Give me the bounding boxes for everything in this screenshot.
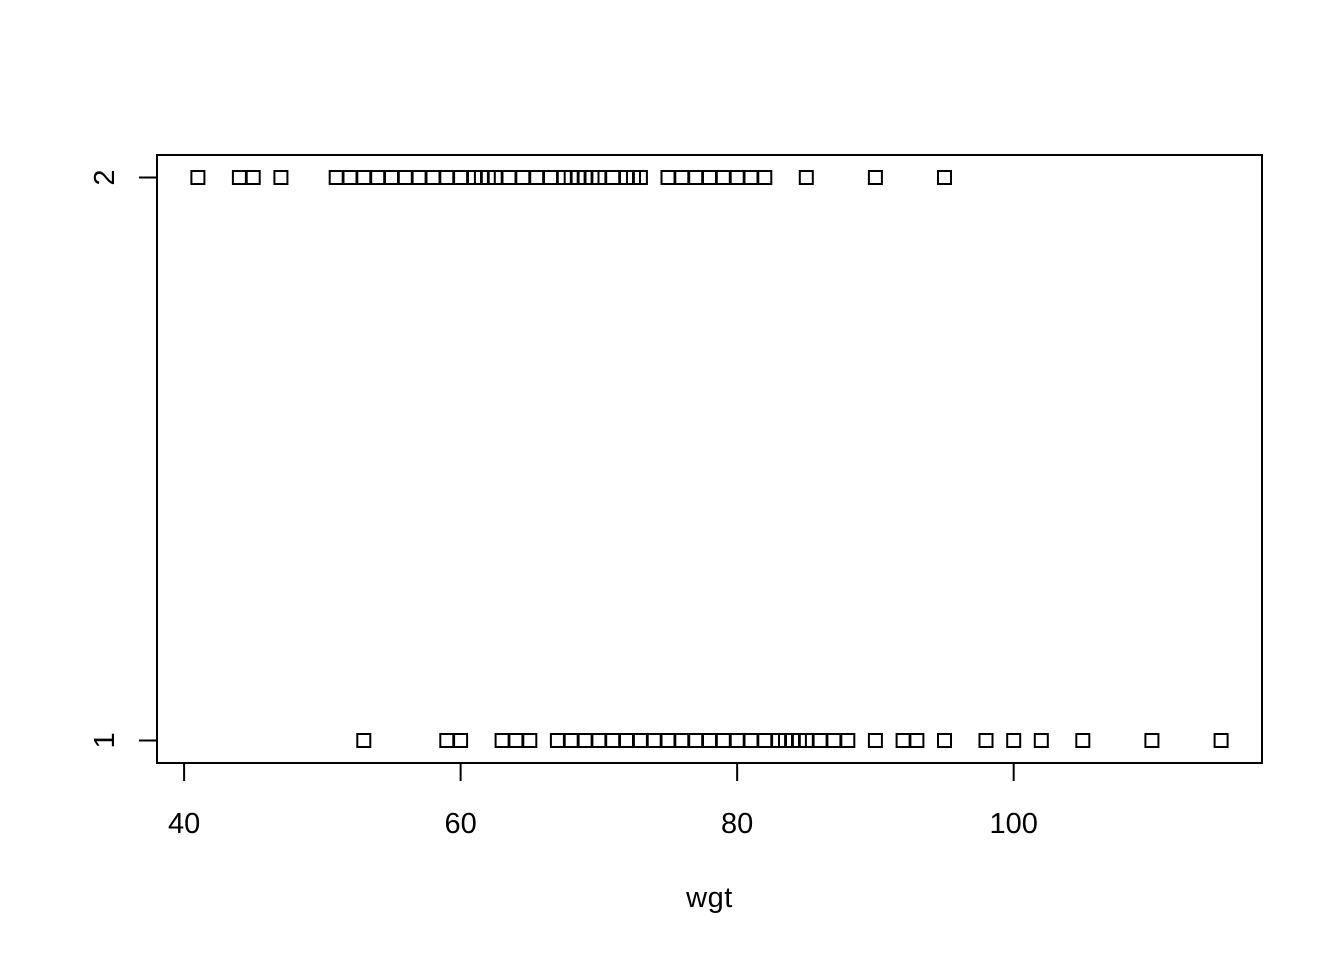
data-point-square [501, 170, 517, 185]
data-point-square [632, 733, 648, 748]
data-point-square [563, 733, 579, 748]
data-point-square [715, 733, 731, 748]
data-point-square [529, 170, 545, 185]
data-point-square [660, 170, 676, 185]
data-point-square [515, 170, 531, 185]
data-point-square [384, 170, 399, 185]
data-point-square [231, 170, 247, 185]
data-point-square [798, 170, 814, 185]
data-point-square [702, 170, 717, 185]
data-point-square [453, 733, 469, 748]
x-axis-label: wgt [686, 882, 733, 914]
data-point-square [342, 170, 358, 185]
data-point-square [646, 733, 662, 748]
data-point-square [190, 170, 206, 185]
data-point-square [356, 733, 372, 748]
data-point-square [1144, 733, 1160, 748]
data-point-square [397, 170, 413, 185]
data-point-square [909, 733, 925, 748]
data-point-square [439, 170, 455, 185]
data-point-square [937, 733, 952, 748]
data-point-square [508, 733, 524, 748]
data-point-square [729, 733, 745, 748]
x-tick-label: 100 [989, 808, 1037, 840]
x-tick-label: 80 [721, 808, 753, 840]
data-point-square [591, 733, 607, 748]
data-point-square [619, 733, 634, 748]
data-point-square [937, 170, 952, 185]
data-point-square [411, 170, 427, 185]
data-point-square [715, 170, 731, 185]
data-point-square [632, 170, 648, 185]
data-point-square [549, 733, 565, 748]
data-point-square [605, 170, 621, 185]
data-point-square [978, 733, 994, 748]
y-tick-label: 1 [89, 732, 121, 748]
data-point-square [494, 733, 510, 748]
data-point-square [840, 733, 856, 748]
data-point-square [812, 733, 828, 748]
data-point-square [757, 733, 773, 748]
data-point-square [895, 733, 911, 748]
data-point-square [245, 170, 261, 185]
data-point-square [674, 733, 690, 748]
data-point-square [1006, 733, 1022, 748]
data-point-square [729, 170, 745, 185]
data-point-square [356, 170, 372, 185]
data-point-square [660, 733, 676, 748]
data-point-square [688, 170, 704, 185]
data-point-square [674, 170, 690, 185]
data-point-square [826, 733, 842, 748]
data-point-square [743, 733, 759, 748]
data-point-square [273, 170, 289, 185]
data-point-square [867, 170, 883, 185]
data-point-square [702, 733, 717, 748]
data-point-square [1033, 733, 1049, 748]
data-point-square [605, 733, 621, 748]
data-point-square [425, 170, 441, 185]
data-point-square [743, 170, 759, 185]
data-point-square [577, 733, 593, 748]
data-point-square [1075, 733, 1091, 748]
data-point-square [688, 733, 704, 748]
data-point-square [370, 170, 386, 185]
data-point-square [757, 170, 773, 185]
y-tick-label: 2 [89, 169, 121, 185]
x-tick-label: 40 [168, 808, 200, 840]
data-point-square [328, 170, 344, 185]
plot-frame [156, 154, 1263, 764]
data-point-square [522, 733, 538, 748]
data-point-square [439, 733, 455, 748]
data-point-square [543, 170, 558, 185]
data-point-square [867, 733, 883, 748]
data-point-square [453, 170, 469, 185]
x-tick-label: 60 [444, 808, 476, 840]
data-point-square [1213, 733, 1229, 748]
